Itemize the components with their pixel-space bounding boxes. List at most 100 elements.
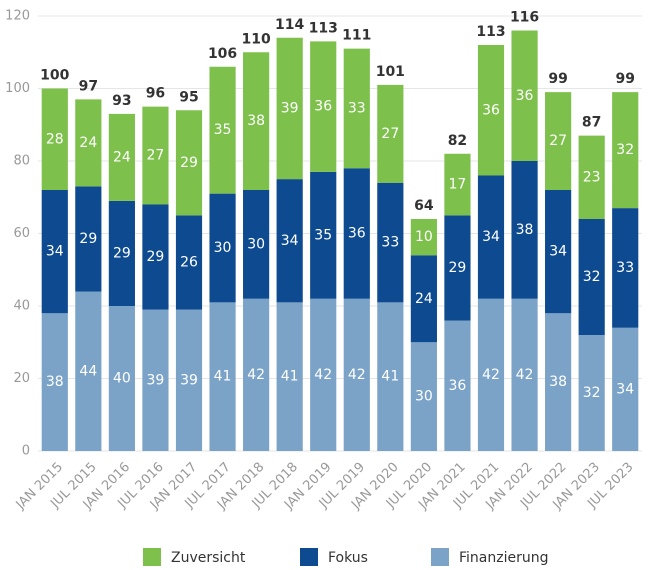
total-label: 101 [376, 64, 405, 80]
bar-segment [75, 99, 102, 187]
bar-segment [545, 190, 572, 314]
value-label: 29 [79, 231, 97, 247]
total-label: 82 [448, 133, 467, 149]
bar-segment [276, 179, 303, 303]
bar-segment [578, 335, 605, 451]
value-label: 34 [482, 229, 500, 245]
bar-segment [75, 186, 102, 292]
value-label: 34 [46, 244, 64, 260]
bar-segment [477, 298, 505, 451]
y-tick-label: 20 [13, 371, 30, 386]
value-label: 30 [247, 236, 265, 252]
bar-segment [511, 30, 538, 161]
bar-segment [343, 168, 370, 299]
bar-segment [142, 309, 169, 451]
bar-segment [108, 200, 135, 306]
legend-label: Zuversicht [171, 550, 246, 566]
bar-segment [377, 302, 404, 451]
value-label: 44 [79, 363, 97, 379]
value-label: 36 [482, 102, 500, 118]
bar-segment [477, 45, 505, 176]
bar-segment [41, 88, 68, 190]
total-label: 114 [275, 17, 304, 33]
value-label: 27 [147, 148, 165, 164]
total-label: 116 [510, 10, 539, 26]
total-label: 96 [146, 86, 165, 102]
bar-segment [612, 208, 639, 328]
value-label: 32 [583, 269, 601, 285]
value-label: 38 [247, 113, 265, 129]
value-label: 26 [180, 255, 198, 271]
value-label: 33 [616, 260, 634, 276]
bar-segment [41, 313, 68, 451]
total-label: 100 [40, 68, 69, 84]
bar-segment [108, 113, 135, 201]
value-label: 23 [583, 169, 601, 185]
total-label: 106 [208, 46, 237, 62]
total-label: 111 [342, 28, 371, 44]
bar-segment [41, 190, 68, 314]
value-label: 34 [549, 244, 567, 260]
value-label: 38 [549, 374, 567, 390]
value-label: 24 [415, 291, 433, 307]
bar-segment [175, 215, 203, 310]
bar-segment [276, 37, 303, 180]
value-label: 29 [180, 155, 198, 171]
value-label: 27 [549, 133, 567, 149]
total-label: 110 [241, 31, 270, 47]
value-label: 39 [147, 372, 165, 388]
bar-segment [444, 153, 471, 216]
value-label: 32 [583, 385, 601, 401]
legend-swatch [431, 548, 449, 566]
bar-segment [477, 175, 505, 299]
value-label: 30 [214, 240, 232, 256]
bar-segment [410, 219, 437, 256]
bar-segment [377, 182, 404, 303]
total-label: 64 [414, 198, 434, 214]
total-label: 99 [615, 71, 634, 87]
legend-label: Finanzierung [459, 550, 549, 566]
value-label: 38 [46, 374, 64, 390]
value-label: 41 [214, 369, 232, 385]
bar-segment [310, 298, 337, 451]
bar-segment [511, 298, 538, 451]
value-label: 30 [415, 389, 433, 405]
bar-segment [310, 41, 337, 172]
total-label: 93 [112, 93, 131, 109]
total-label: 95 [179, 89, 198, 105]
value-label: 36 [516, 88, 534, 104]
value-label: 40 [113, 371, 131, 387]
value-label: 17 [449, 177, 467, 193]
value-label: 42 [516, 367, 534, 383]
total-label: 113 [476, 24, 505, 40]
bar-segment [545, 92, 572, 190]
value-label: 39 [180, 372, 198, 388]
bar-segment [142, 204, 169, 310]
legend-swatch [300, 548, 318, 566]
bar-segment [75, 291, 102, 451]
bar-segment [410, 255, 437, 343]
value-label: 41 [381, 369, 399, 385]
bar-segment [410, 342, 437, 451]
y-tick-label: 100 [5, 81, 30, 96]
bar-segment [209, 193, 236, 303]
bar-segment [243, 190, 270, 299]
value-label: 33 [381, 235, 399, 251]
bar-segment [377, 84, 404, 183]
value-label: 28 [46, 131, 64, 147]
value-label: 42 [482, 367, 500, 383]
bar-segment [310, 171, 337, 299]
value-label: 27 [381, 126, 399, 142]
bar-segment [175, 309, 203, 451]
y-tick-label: 120 [5, 9, 30, 24]
value-label: 10 [415, 229, 433, 245]
value-label: 24 [79, 135, 97, 151]
value-label: 42 [314, 367, 332, 383]
bar-segment [444, 215, 471, 321]
total-label: 99 [548, 71, 567, 87]
bar-segment [142, 106, 169, 205]
value-label: 34 [281, 233, 299, 249]
bar-segment [578, 135, 605, 219]
bar-segment [276, 302, 303, 451]
